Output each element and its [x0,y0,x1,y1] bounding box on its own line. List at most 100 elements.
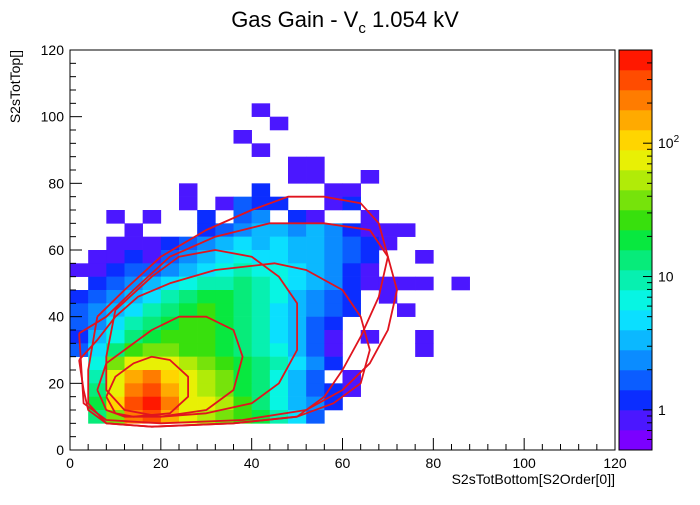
heatmap-bin [324,290,343,304]
heatmap-bin [142,290,162,304]
heatmap-bin [124,396,143,411]
x-tick-label: 120 [603,455,627,471]
x-tick-label: 60 [335,455,351,471]
heatmap-bin [306,410,325,424]
heatmap-bin [288,210,307,224]
x-tick-label: 20 [153,455,169,471]
heatmap-bin [288,156,307,171]
color-bar-segment [619,350,652,371]
heatmap-bin [160,290,180,304]
heatmap-bin [306,156,325,171]
heatmap-bin [269,410,289,424]
heatmap-bin [269,116,289,131]
heatmap-bin [124,330,143,344]
heatmap-bin [251,236,271,251]
heatmap-bin [124,370,143,384]
heatmap-bin [342,370,361,384]
x-axis: 0 20 40 60 80 100 120 [66,438,627,471]
heatmap-bin [233,330,252,344]
heatmap-bin [70,290,89,304]
heatmap-bin [197,370,216,384]
x-tick-label: 0 [66,455,74,471]
heatmap-bin [160,263,180,277]
heatmap-bin [251,330,271,344]
heatmap-bin [142,316,162,331]
heatmap-bin [70,316,89,331]
heatmap-bin [124,250,143,264]
heatmap-bin [378,223,398,237]
heatmap-bin [269,236,289,251]
contour-lines [78,195,398,428]
heatmap-bin [269,276,289,291]
heatmap-bin [142,383,162,397]
heatmap-bin [269,330,289,344]
heatmap-bin [215,303,234,317]
heatmap-bin [142,330,162,344]
title-main: Gas Gain - V [231,7,358,32]
heatmap-bin [288,170,307,184]
color-bar-segment [619,110,652,131]
heatmap-bin [415,250,434,264]
heatmap-bin [306,370,325,384]
color-bar-label: 102 [658,134,680,151]
heatmap-bin [324,356,343,371]
plot-area: 0 20 40 60 80 100 120 0 20 40 60 80 100 120 [41,42,627,471]
heatmap-bin [397,223,416,237]
heatmap-bin [106,236,125,251]
heatmap-bin [251,303,271,317]
heatmap-bin [160,316,180,331]
heatmap-bin [197,383,216,397]
heatmap-bin [342,303,361,317]
heatmap-bin [215,196,234,211]
heatmap-bin [306,343,325,357]
heatmap-bin [288,223,307,237]
heatmap-bin [251,290,271,304]
y-tick-label: 120 [41,42,65,58]
y-tick-label: 0 [56,442,64,458]
color-bar-segment [619,310,652,331]
heatmap-bin [179,356,198,371]
heatmap-bin [160,383,180,397]
color-bar-segment [619,210,652,231]
contour-line [105,249,298,418]
heatmap-bin [306,316,325,331]
color-bar-segment [619,270,652,291]
heatmap-bin [142,236,162,251]
heatmap-bin [215,383,234,397]
color-bar-segment [619,230,652,251]
color-bar-segment [619,150,652,171]
heatmap-bin [306,236,325,251]
heatmap-bin [179,330,198,344]
color-bar-segment [619,330,652,351]
heatmap-bin [215,343,234,357]
heatmap-bin [306,303,325,317]
heatmap-bin [378,290,398,304]
heatmap-bin [233,196,252,211]
heatmap-bin [251,276,271,291]
heatmap-bin [360,276,380,291]
heatmap-bin [124,263,143,277]
heatmap-bin [197,316,216,331]
heatmap-bin [233,130,252,144]
y-axis: 0 20 40 60 80 100 120 [41,42,82,458]
heatmap-bin [179,196,198,211]
y-tick-label: 80 [48,175,64,191]
heatmap-bin [142,303,162,317]
heatmap-bin [160,303,180,317]
x-tick-label: 40 [244,455,260,471]
heatmap-bin [88,250,107,264]
heatmap-bin [215,236,234,251]
heatmap-bin [269,316,289,331]
heatmap-bin [306,170,325,184]
heatmap-bin [70,303,89,317]
color-bar-segment [619,250,652,271]
heatmap-bin [142,356,162,371]
color-bar-segment [619,70,652,91]
heatmap-bin [324,330,343,344]
heatmap-bin [306,276,325,291]
heatmap-bin [160,396,180,411]
color-bar-frame [618,49,653,451]
color-bar-segment [619,290,652,311]
heatmap-bin [124,383,143,397]
y-axis-label: S2sTotTop[] [7,50,23,123]
